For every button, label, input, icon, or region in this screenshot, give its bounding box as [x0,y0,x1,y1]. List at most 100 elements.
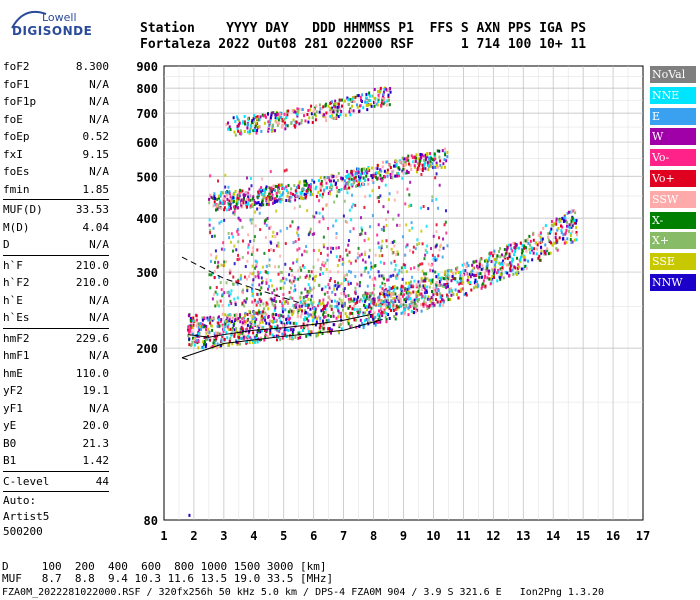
echo-point [423,275,426,279]
echo-point [300,326,303,330]
echo-point [384,298,387,302]
echo-point [270,186,273,190]
echo-point [329,298,332,302]
echo-point [379,317,382,321]
echo-point [445,159,448,163]
echo-point [449,298,452,302]
echo-point [344,113,347,117]
echo-point [527,259,530,263]
echo-point [287,314,290,318]
echo-point [337,102,340,106]
echo-point [217,260,220,264]
echo-point [280,271,283,275]
echo-point [454,288,457,292]
echo-point [225,193,228,197]
echo-point [274,184,277,188]
echo-point [388,103,391,107]
echo-point [310,182,313,186]
echo-point [212,204,215,208]
echo-point [435,161,438,165]
echo-point [340,109,343,113]
echo-point [515,273,518,277]
echo-point [254,322,257,326]
echo-point [379,194,382,198]
echo-point [260,192,263,196]
echo-point [237,195,240,199]
echo-point [396,307,399,311]
echo-point [364,100,367,104]
echo-point [354,290,357,294]
echo-point [354,175,357,179]
echo-point [334,99,337,103]
echo-point [486,266,489,270]
echo-point [285,335,288,339]
echo-point [405,270,408,274]
echo-point [224,319,227,323]
echo-point [328,279,331,283]
echo-point [401,169,404,173]
echo-point [295,322,298,326]
echo-point [376,167,379,171]
echo-point [339,315,342,319]
echo-point [355,171,358,175]
echo-point [251,246,254,250]
echo-point [347,319,350,323]
echo-point [310,104,313,108]
echo-point [244,335,247,339]
echo-point [423,158,426,162]
echo-point [387,88,390,92]
echo-point [249,336,252,340]
echo-point [498,250,501,254]
echo-point [272,249,275,253]
echo-point [261,199,264,203]
echo-point [296,231,299,235]
echo-point [249,271,252,275]
echo-point [384,171,387,175]
echo-point [288,273,291,277]
echo-point [343,302,346,306]
echo-point [418,242,421,246]
param-name: foF1p [3,95,37,108]
echo-point [381,176,384,180]
echo-point [417,264,420,268]
echo-point [429,278,432,282]
param-name: h`E [3,293,23,307]
echo-point [358,178,361,182]
echo-point [188,329,191,333]
x-tick-label: 5 [280,529,287,543]
echo-point [357,180,360,184]
echo-point [531,258,534,262]
echo-point [552,241,555,245]
echo-point [291,109,294,113]
echo-point [243,314,246,318]
echo-point [258,125,261,129]
echo-point [400,160,403,164]
x-tick-label: 16 [606,529,620,543]
echo-point [293,305,296,309]
echo-point [233,212,236,216]
echo-point [261,320,264,324]
echo-point [441,276,444,280]
echo-point [419,262,422,266]
echo-point [410,309,413,313]
echo-point [211,316,214,320]
echo-point [355,300,358,304]
echo-point [210,324,213,328]
echo-point [213,192,216,196]
echo-point [564,231,567,235]
echo-point [296,227,299,231]
echo-point [420,229,423,233]
echo-point [381,281,384,285]
echo-point [514,248,517,252]
echo-point [310,294,313,298]
echo-point [237,194,240,198]
echo-point [446,150,449,154]
echo-point [390,274,393,278]
echo-point [213,197,216,201]
echo-point [405,158,408,162]
echo-point [240,200,243,204]
echo-point [415,283,418,287]
echo-point [189,316,192,320]
echo-point [328,327,331,331]
echo-point [233,130,236,134]
